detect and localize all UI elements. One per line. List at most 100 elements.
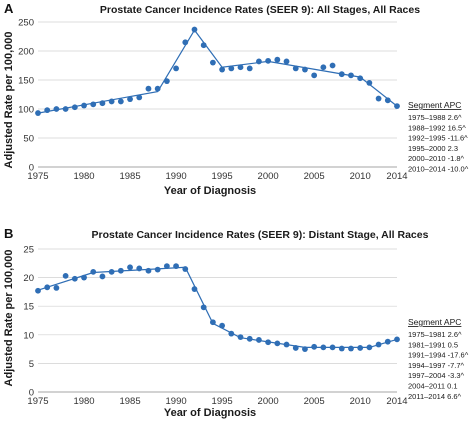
data-point (302, 346, 308, 352)
data-point (90, 101, 97, 108)
data-point (292, 345, 299, 351)
x-tick-label: 2005 (304, 171, 325, 182)
data-point (237, 64, 244, 71)
y-tick-label: 10 (23, 330, 34, 341)
data-point (329, 62, 336, 69)
apc-row: 1981–1991 0.5 (408, 340, 458, 349)
data-point (145, 85, 152, 92)
apc-row: 2000–2010 -1.8^ (408, 154, 465, 163)
apc-row: 1988–1992 16.5^ (408, 123, 466, 132)
data-point (228, 330, 235, 337)
x-tick-label: 1980 (73, 171, 94, 182)
data-point (99, 273, 106, 280)
x-tick-label: 1990 (166, 396, 187, 407)
data-point (200, 304, 207, 311)
apc-row: 2010–2014 -10.0^ (408, 165, 469, 174)
data-point (283, 341, 290, 348)
data-point (348, 345, 354, 352)
panel-b-x-axis-title: Year of Diagnosis (164, 407, 256, 419)
data-point (200, 42, 207, 49)
x-tick-label: 2010 (350, 171, 371, 182)
apc-row: 1995–2000 2.3 (408, 144, 458, 153)
apc-row: 2011–2014 6.6^ (408, 392, 461, 401)
x-tick-label: 1995 (212, 396, 233, 407)
panel-a: A Prostate Cancer Incidence Rates (SEER … (3, 1, 469, 197)
x-tick-label: 1975 (27, 396, 48, 407)
panel-b-trend-line (37, 266, 398, 348)
data-point (357, 75, 364, 82)
data-point (209, 59, 216, 66)
data-point (329, 344, 336, 351)
panel-b-gridlines (38, 248, 397, 393)
data-point (35, 287, 41, 294)
data-point (246, 65, 253, 72)
apc-row: 1975–1981 2.6^ (408, 330, 462, 339)
x-tick-label: 1995 (212, 171, 233, 182)
panel-a-gridlines (38, 21, 397, 168)
apc-row: 2004–2011 0.1 (408, 382, 458, 391)
data-point (173, 65, 179, 72)
data-point (35, 110, 41, 116)
data-point (357, 345, 364, 351)
panel-b: B Prostate Cancer Incidence Rates (SEER … (3, 226, 469, 419)
data-point (191, 286, 198, 292)
x-tick-label: 1980 (73, 396, 94, 407)
apc-row: 1997–2004 -3.3^ (408, 371, 465, 380)
y-tick-label: 0 (29, 388, 34, 399)
data-point (265, 57, 272, 64)
y-tick-label: 15 (23, 302, 34, 313)
data-point (117, 98, 124, 105)
data-point (394, 103, 400, 109)
panel-b-y-ticks: 0 5 10 15 20 25 (23, 245, 34, 399)
panel-b-apc-legend: 1975–1981 2.6^1981–1991 0.5 1991–1994 -17… (408, 330, 469, 401)
apc-row: 1975–1988 2.6^ (408, 113, 462, 122)
y-tick-label: 0 (29, 163, 34, 174)
panel-a-y-ticks: 0 50 100 150 200 250 (18, 18, 34, 174)
data-point (90, 268, 97, 275)
data-point (108, 98, 115, 105)
x-tick-label: 2014 (386, 171, 407, 182)
y-tick-label: 150 (18, 76, 34, 87)
panel-a-data-points (35, 26, 400, 116)
data-point (99, 100, 106, 107)
data-point (136, 265, 143, 272)
data-point (384, 338, 391, 345)
panel-a-trend-line (37, 29, 398, 114)
data-point (71, 104, 78, 111)
data-point (246, 335, 253, 342)
data-point (163, 263, 170, 270)
data-point (302, 66, 308, 73)
data-point (136, 94, 143, 101)
data-point (173, 263, 179, 270)
x-tick-label: 2000 (258, 396, 279, 407)
data-point (320, 64, 327, 71)
data-point (219, 322, 226, 329)
panel-a-label: A (4, 1, 14, 16)
panel-b-apc-heading: Segment APC (408, 317, 461, 327)
data-point (375, 95, 382, 102)
panel-a-title: Prostate Cancer Incidence Rates (SEER 9)… (100, 4, 420, 16)
panel-b-label: B (4, 226, 13, 241)
data-point (62, 106, 69, 112)
data-point (154, 85, 161, 92)
apc-row: 1991–1994 -17.6^ (408, 351, 469, 360)
data-point (228, 65, 235, 72)
data-point (237, 334, 244, 340)
data-point (182, 39, 189, 46)
x-tick-label: 2005 (304, 396, 325, 407)
x-tick-label: 1985 (119, 396, 140, 407)
data-point (311, 343, 318, 350)
data-point (274, 56, 281, 63)
data-point (384, 97, 391, 104)
x-tick-label: 2014 (386, 396, 407, 407)
panel-a-apc-legend: 1975–1988 2.6^1988–1992 16.5^ 1992–1995 -… (408, 113, 469, 174)
panel-b-y-axis-title: Adjusted Rate per 100,000 (3, 250, 15, 387)
data-point (44, 107, 51, 114)
data-point (53, 106, 60, 112)
data-point (256, 58, 262, 65)
panel-b-title: Prostate Cancer Incidence Rates (SEER 9)… (92, 229, 429, 241)
data-point (191, 26, 198, 33)
data-point (219, 66, 226, 73)
data-point (375, 341, 382, 348)
